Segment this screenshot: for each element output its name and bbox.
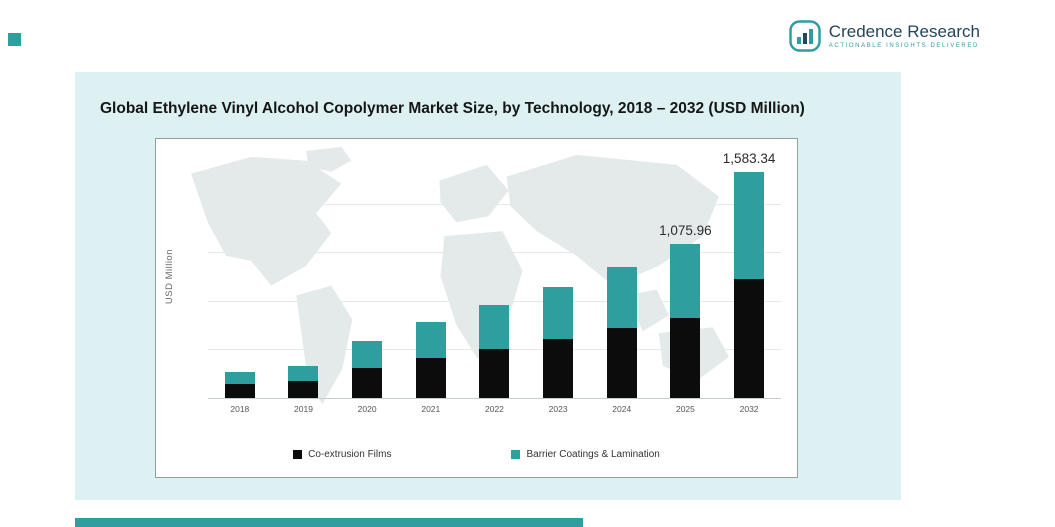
bar-segment-barrier-coatings: [224, 371, 255, 384]
x-tick-label: 2032: [739, 404, 759, 414]
bar-chart-logo-icon: [789, 20, 821, 52]
chart-panel: Global Ethylene Vinyl Alcohol Copolymer …: [75, 72, 901, 500]
bar-group: 2023: [543, 155, 574, 414]
bar-segment-barrier-coatings: [734, 171, 765, 280]
legend-label: Co-extrusion Films: [308, 449, 392, 460]
bar-group: 2024: [606, 155, 637, 414]
credence-research-logo: Credence Research Actionable Insights De…: [789, 20, 980, 52]
x-tick-label: 2023: [548, 404, 568, 414]
bars-container: 2018 2019 2020 2021 2022 2023 2024 1,075.96 2025…: [208, 151, 781, 414]
x-tick-label: 2022: [484, 404, 504, 414]
bar-segment-barrier-coatings: [288, 365, 319, 381]
bar-segment-coextrusion-films: [352, 367, 383, 398]
legend-label: Barrier Coatings & Lamination: [526, 449, 660, 460]
legend-item: Barrier Coatings & Lamination: [511, 449, 660, 460]
bar-segment-coextrusion-films: [670, 317, 701, 398]
plot-area: 2018 2019 2020 2021 2022 2023 2024 1,075.96 2025…: [208, 151, 781, 414]
x-tick-label: 2020: [357, 404, 377, 414]
bar-segment-coextrusion-films: [288, 380, 319, 398]
bar-segment-coextrusion-films: [543, 339, 574, 398]
bar-group: 2022: [479, 155, 510, 414]
bar-value-label: 1,075.96: [659, 223, 712, 239]
bar-segment-coextrusion-films: [734, 279, 765, 398]
bar-segment-barrier-coatings: [415, 322, 446, 358]
bar-segment-barrier-coatings: [606, 266, 637, 328]
legend-swatch: [511, 450, 521, 459]
bar-segment-barrier-coatings: [543, 286, 574, 340]
brand-tagline: Actionable Insights Delivered: [828, 42, 979, 49]
bar-value-label: 1,583.34: [722, 150, 776, 166]
bar-segment-barrier-coatings: [352, 340, 383, 368]
x-tick-label: 2021: [421, 404, 441, 414]
legend-item: Co-extrusion Films: [293, 449, 391, 460]
chart-title: Global Ethylene Vinyl Alcohol Copolymer …: [100, 100, 805, 117]
corner-accent-square: [8, 33, 21, 46]
bar-group: 2021: [415, 155, 446, 414]
gridline: [208, 203, 781, 205]
bar-segment-coextrusion-films: [479, 349, 510, 398]
logo-text: Credence Research Actionable Insights De…: [829, 23, 980, 49]
gridline: [208, 252, 781, 254]
bar-segment-coextrusion-films: [224, 383, 255, 398]
chart-plot-box: USD Million 2018 2019 2020 2021 2022 2023 2024…: [155, 138, 798, 478]
bar-group: 2020: [352, 155, 383, 414]
bar-group: 1,075.96 2025: [659, 155, 712, 414]
bar-group: 2019: [288, 155, 319, 414]
y-axis-label: USD Million: [164, 249, 175, 305]
gridline: [208, 300, 781, 302]
x-tick-label: 2025: [675, 404, 695, 414]
bar-segment-barrier-coatings: [479, 305, 510, 350]
bar-segment-barrier-coatings: [670, 244, 701, 318]
legend: Co-extrusion Films Barrier Coatings & Lam…: [156, 449, 797, 460]
bar-group: 2018: [224, 155, 255, 414]
x-tick-label: 2019: [294, 404, 313, 414]
bar-segment-coextrusion-films: [415, 357, 446, 398]
bar-group: 1,583.34 2032: [723, 151, 776, 414]
brand-name: Credence Research: [828, 21, 980, 41]
bar-segment-coextrusion-films: [606, 327, 637, 398]
x-tick-label: 2018: [230, 404, 250, 414]
legend-swatch: [293, 450, 303, 459]
x-tick-label: 2024: [612, 404, 632, 414]
footer-accent-bar: [75, 518, 583, 527]
